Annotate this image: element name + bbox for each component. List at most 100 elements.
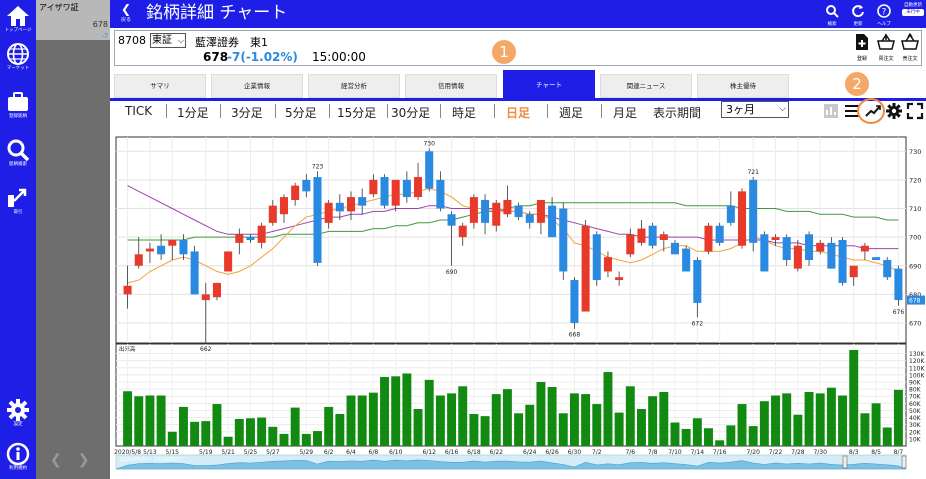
nav-registered[interactable]: 登録銘柄 (0, 88, 36, 128)
header-search-label: 検索 (827, 22, 837, 27)
header-help-label: ヘルプ (877, 22, 891, 27)
nav-search-label: 銘柄検索 (9, 162, 27, 167)
nav-market-label: マーケット (6, 66, 30, 71)
volume-bar (234, 418, 244, 446)
nav-terms[interactable]: 利用規約 (0, 440, 36, 479)
sell-order-label: 売注文 (902, 56, 918, 62)
volume-tick-label: 10K (909, 436, 922, 443)
prev-arrow-icon[interactable]: ❮ (50, 452, 62, 468)
range-select[interactable]: 3ヶ月 ⌵ (721, 101, 789, 118)
price-annotation: 662 (200, 346, 212, 353)
volume-bar (759, 401, 769, 446)
period-week[interactable]: 週足 (559, 106, 584, 120)
auto-update-toggle[interactable]: 自動更新 未行中 (902, 2, 924, 24)
candle-body (469, 197, 478, 223)
candle-body (592, 234, 601, 281)
tab-company[interactable]: 企業情報 (211, 74, 303, 98)
volume-bar (469, 414, 479, 446)
period-5min[interactable]: 5分足 (285, 106, 317, 120)
tab-analysis[interactable]: 経営分析 (308, 74, 400, 98)
candle-body (168, 240, 177, 246)
volume-bar (849, 350, 859, 446)
candle-body (883, 260, 892, 278)
nav-trade[interactable]: 取引 (0, 184, 36, 224)
period-tick[interactable]: TICK (125, 104, 153, 118)
candle-body (726, 205, 735, 223)
candle-body (704, 225, 713, 252)
period-day[interactable]: 日足 (506, 106, 531, 120)
candle-body (481, 199, 490, 223)
candle-body (291, 185, 300, 200)
stock-info-panel: 8708 東証 ⌵ 藍澤證券 東1 678 -7(-1.02%) 15:00:0… (114, 30, 922, 66)
register-button[interactable]: 登録 (850, 33, 874, 65)
period-month[interactable]: 月足 (613, 106, 638, 120)
volume-bar (413, 409, 423, 446)
menu-icon[interactable] (843, 102, 861, 120)
x-tick-label: 6/16 (445, 449, 459, 456)
volume-bar (458, 386, 468, 446)
indicator-icon[interactable] (822, 102, 840, 120)
volume-bar (257, 417, 267, 446)
tab-news[interactable]: 関連ニュース (600, 74, 692, 98)
candle-body (805, 234, 814, 261)
candle-body (134, 254, 143, 266)
stock-price: 678 (203, 50, 229, 64)
buy-order-button[interactable]: 買注文 (874, 33, 898, 65)
candle-body (827, 242, 836, 269)
fullscreen-icon[interactable] (906, 102, 924, 120)
next-arrow-icon[interactable]: ❯ (77, 452, 90, 468)
gear-icon[interactable] (885, 102, 903, 120)
period-1min[interactable]: 1分足 (177, 106, 209, 120)
volume-bar (860, 413, 870, 446)
volume-bar (826, 387, 836, 446)
nav-market[interactable]: マーケット (0, 40, 36, 80)
candle-body (369, 179, 378, 195)
volume-bar (536, 382, 546, 446)
period-30min[interactable]: 30分足 (391, 106, 431, 120)
period-hour[interactable]: 時足 (452, 106, 477, 120)
auto-update-state: 未行中 (902, 9, 924, 16)
volume-bar (737, 404, 747, 446)
candle-body (313, 177, 322, 263)
x-tick-label: 7/22 (769, 449, 783, 456)
nav-settings[interactable]: 設定 (0, 396, 36, 436)
price-annotation: 690 (446, 269, 458, 276)
stock-chart[interactable]: 670 680 690 700 710 720 730 10K 20K 30K 40K 50K 60K 7… (110, 128, 926, 479)
nav-terms-label: 利用規約 (9, 466, 27, 471)
separator (547, 104, 548, 118)
candle-body (536, 199, 545, 223)
volume-bar (380, 377, 389, 446)
candle-body (849, 265, 858, 278)
tab-summary[interactable]: サマリ (114, 74, 206, 98)
annotation-marker-2: 2 (845, 72, 869, 96)
nav-search[interactable]: 銘柄検索 (0, 136, 36, 176)
volume-bar (614, 412, 624, 446)
back-button[interactable]: ❮ 戻る (118, 2, 134, 26)
volume-bar (748, 426, 758, 446)
watchlist-item[interactable]: アイザワ証 678 -7 (36, 0, 110, 40)
market-select[interactable]: 東証 ⌵ (150, 33, 186, 48)
candle-body (157, 245, 166, 255)
tab-credit[interactable]: 信用情報 (405, 74, 497, 98)
nav-trade-label: 取引 (13, 210, 23, 215)
x-tick-label: 5/27 (266, 449, 280, 456)
header-help-button[interactable]: ? ヘルプ (874, 3, 894, 27)
candle-body (626, 234, 635, 255)
candle-body (548, 205, 557, 238)
sell-order-button[interactable]: 売注文 (898, 32, 922, 65)
header-refresh-button[interactable]: 更新 (848, 3, 868, 27)
separator (387, 104, 388, 118)
volume-bar (558, 413, 568, 446)
price-annotation: 668 (569, 332, 581, 339)
nav-home[interactable]: トップページ (0, 2, 36, 42)
period-3min[interactable]: 3分足 (231, 106, 263, 120)
volume-bar (782, 393, 792, 446)
header-search-button[interactable]: 検索 (822, 3, 842, 27)
volume-bar (681, 428, 691, 446)
market-value: 東証 (152, 35, 172, 46)
period-15min[interactable]: 15分足 (337, 106, 377, 120)
tab-chart[interactable]: チャート (503, 70, 595, 100)
x-tick-label: 7/16 (713, 449, 727, 456)
tab-benefits[interactable]: 株主優待 (697, 74, 789, 98)
